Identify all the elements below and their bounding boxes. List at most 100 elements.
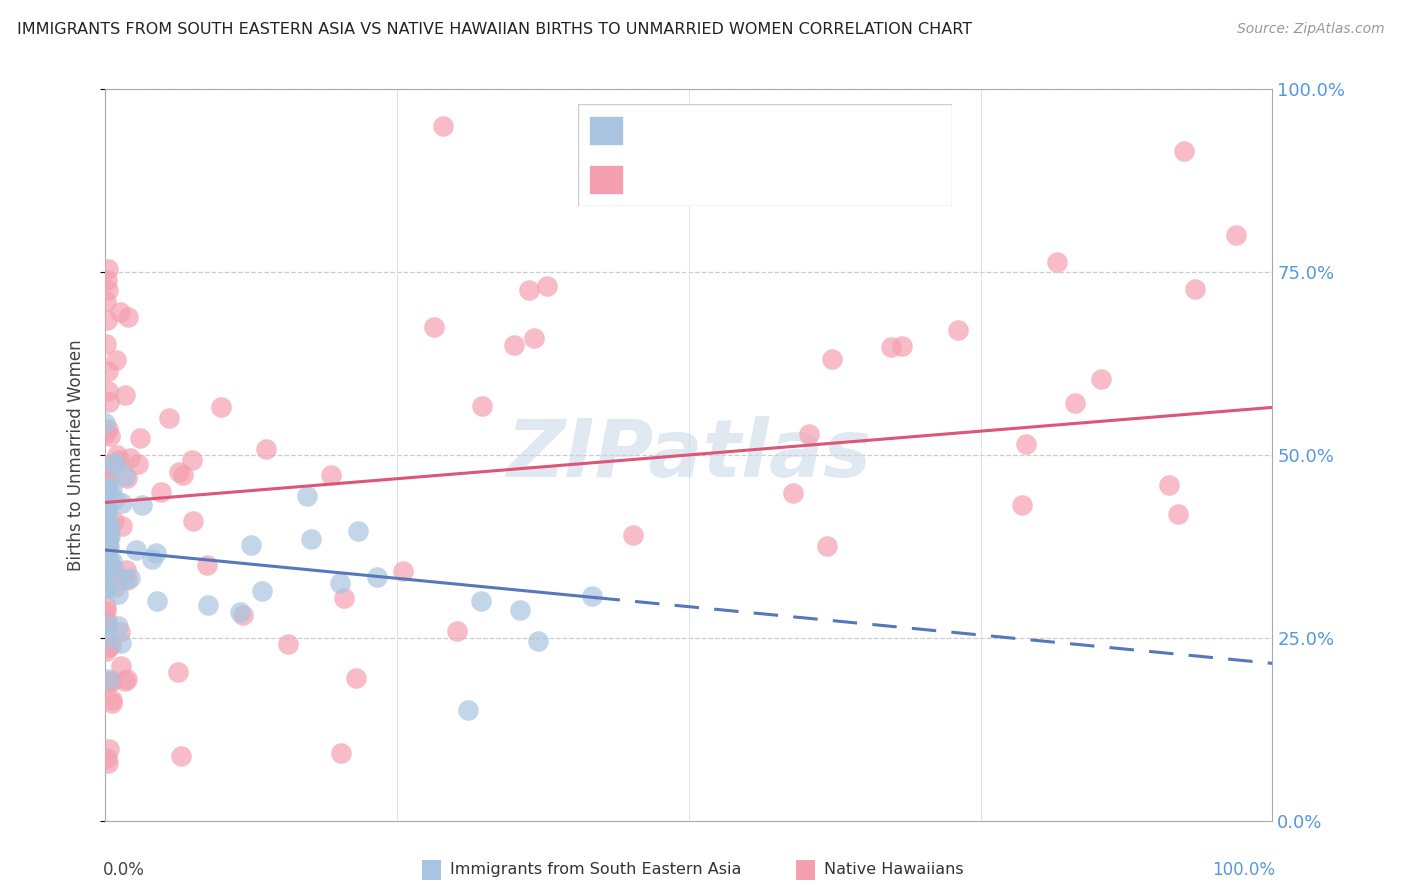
Point [96, 426, 118, 441]
Point [96, 284, 118, 298]
Point [181, 514, 204, 528]
Point [146, 593, 169, 607]
Point [103, 562, 125, 576]
Point [108, 305, 131, 319]
Point [127, 458, 149, 472]
Point [96, 756, 118, 770]
Point [1046, 255, 1069, 269]
Point [103, 514, 125, 528]
Point [621, 527, 644, 541]
Point [517, 283, 540, 297]
Point [94, 549, 117, 563]
Point [96, 581, 118, 595]
Point [128, 431, 150, 445]
Point [197, 598, 219, 612]
Point [330, 746, 353, 760]
Point [97, 517, 120, 532]
Point [111, 496, 134, 510]
Point [97, 262, 120, 277]
Point [98, 394, 121, 409]
Text: ZIPatlas: ZIPatlas [506, 416, 872, 494]
Point [115, 573, 138, 587]
Point [1064, 396, 1087, 410]
Point [880, 340, 903, 354]
Text: 0.0%: 0.0% [103, 861, 145, 879]
Point [97, 675, 120, 690]
Point [97, 421, 120, 435]
Point [94, 580, 117, 594]
Point [432, 119, 454, 133]
Point [107, 619, 129, 633]
Point [101, 673, 124, 688]
Point [96, 501, 118, 516]
Point [891, 339, 914, 353]
Point [98, 531, 121, 545]
Point [94, 503, 117, 517]
Point [96, 673, 118, 688]
Point [97, 522, 120, 536]
Point [101, 563, 124, 577]
Point [114, 468, 136, 483]
Point [107, 586, 129, 600]
Point [94, 501, 117, 516]
Point [94, 541, 117, 555]
Point [97, 558, 120, 573]
Point [98, 553, 121, 567]
Point [97, 540, 120, 554]
Text: IMMIGRANTS FROM SOUTH EASTERN ASIA VS NATIVE HAWAIIAN BIRTHS TO UNMARRIED WOMEN : IMMIGRANTS FROM SOUTH EASTERN ASIA VS NA… [17, 22, 972, 37]
Point [96, 617, 118, 632]
Point [105, 448, 128, 462]
Point [94, 518, 117, 533]
Point [98, 539, 121, 553]
Point [97, 481, 120, 495]
Point [471, 399, 494, 413]
Point [97, 364, 120, 378]
Point [344, 672, 367, 686]
Point [527, 634, 550, 648]
Point [170, 748, 193, 763]
Point [821, 351, 844, 366]
Point [118, 571, 141, 585]
Point [94, 337, 117, 351]
Point [366, 570, 388, 584]
Point [110, 636, 132, 650]
Point [277, 636, 299, 650]
Point [105, 352, 128, 367]
Point [97, 520, 120, 534]
Point [231, 608, 253, 623]
Point [118, 450, 141, 465]
Point [446, 624, 468, 638]
Point [1159, 478, 1181, 492]
Point [131, 498, 153, 512]
Point [1090, 372, 1112, 386]
Point [94, 416, 117, 430]
Point [470, 594, 492, 608]
Point [101, 696, 124, 710]
Point [94, 293, 117, 308]
Point [96, 273, 118, 287]
Point [97, 672, 120, 686]
Point [103, 456, 125, 470]
Point [117, 310, 139, 324]
Point [96, 539, 118, 553]
Point [392, 564, 415, 578]
Point [141, 552, 163, 566]
Point [1015, 437, 1038, 451]
Point [319, 468, 342, 483]
Point [112, 572, 135, 586]
Point [94, 644, 117, 658]
Point [94, 631, 117, 645]
Point [1173, 144, 1195, 158]
Point [111, 519, 134, 533]
Point [782, 486, 804, 500]
Point [167, 465, 190, 479]
Point [228, 606, 250, 620]
Point [101, 554, 124, 568]
Point [423, 320, 446, 334]
Point [117, 672, 139, 686]
Point [94, 604, 117, 618]
Point [581, 589, 603, 603]
Point [250, 583, 273, 598]
Point [104, 458, 127, 472]
Point [114, 674, 136, 689]
